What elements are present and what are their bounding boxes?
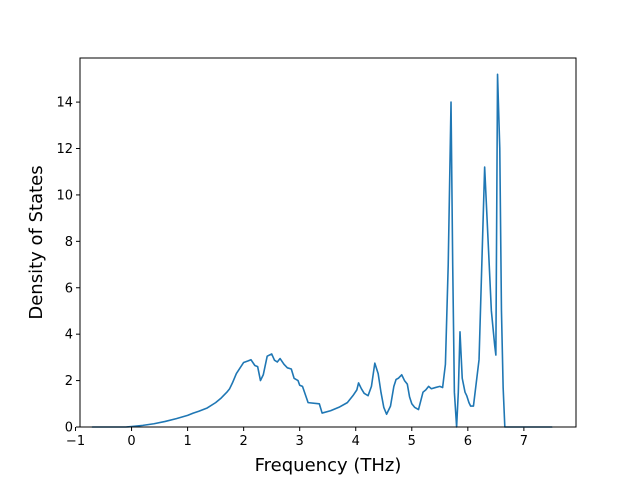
plot-series [91,73,553,428]
y-tick-label: 0 [65,421,73,436]
x-tick-label: 5 [408,434,416,449]
y-axis-title: Density of States [26,165,47,319]
x-tick-label: 6 [464,434,472,449]
y-tick-label: 12 [56,142,73,157]
y-tick-label: 14 [56,96,73,111]
y-tick-label: 2 [65,374,73,389]
x-tick-label: 1 [183,434,191,449]
x-tick-label: 4 [352,434,360,449]
x-tick-label: 0 [127,434,135,449]
x-tick-label: 7 [520,434,528,449]
y-tick-label: 6 [65,281,73,296]
y-tick-label: 8 [65,235,73,250]
y-tick-label: 10 [56,188,73,203]
x-tick-label: −1 [66,434,85,449]
y-tick-label: 4 [65,328,73,343]
x-tick-label: 3 [296,434,304,449]
x-tick-label: 2 [240,434,248,449]
dos-series-line [91,73,553,428]
plot-frame [79,57,577,428]
x-axis-title: Frequency (THz) [255,455,402,476]
